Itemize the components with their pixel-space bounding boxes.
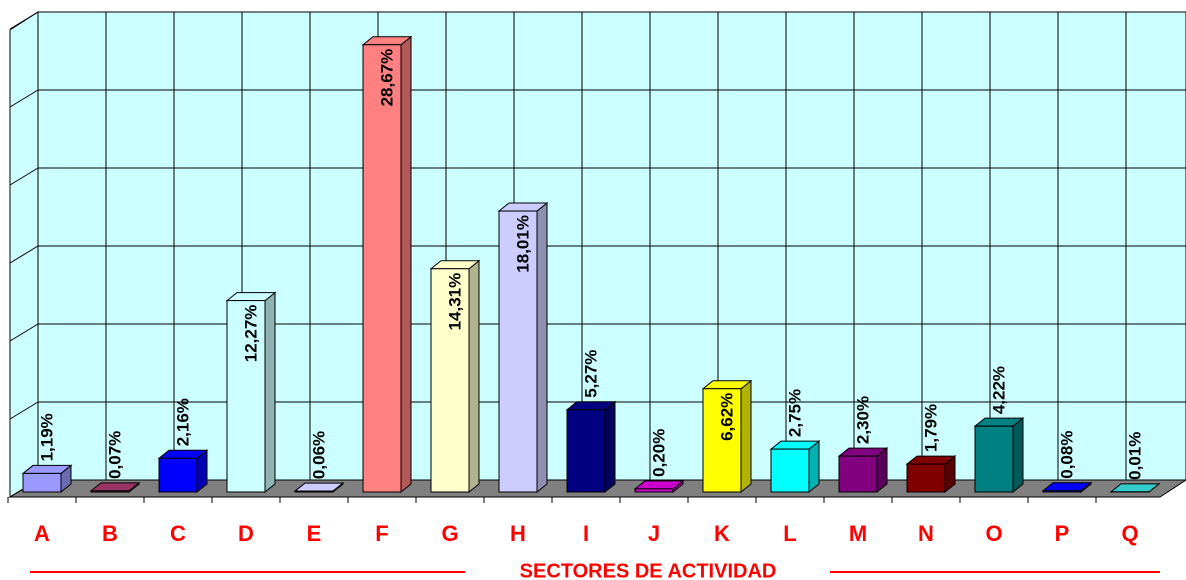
bar xyxy=(430,268,470,493)
data-label: 0,01% xyxy=(1125,432,1144,480)
bar xyxy=(906,463,946,493)
data-label: 18,01% xyxy=(513,215,532,273)
data-label: 28,67% xyxy=(377,49,396,107)
bar xyxy=(566,409,606,493)
bar xyxy=(226,300,266,493)
bar xyxy=(294,490,334,493)
bar-side xyxy=(604,400,616,494)
data-label: 5,27% xyxy=(581,350,600,398)
bar-side xyxy=(740,379,752,494)
x-tick-label: H xyxy=(510,521,526,546)
data-label: 0,20% xyxy=(649,429,668,477)
bar-side xyxy=(264,291,276,494)
x-tick-label: G xyxy=(441,521,458,546)
grid-line xyxy=(9,89,39,108)
data-label: 14,31% xyxy=(445,273,464,331)
bar xyxy=(362,44,402,493)
grid-line xyxy=(9,11,39,30)
x-tick-label: O xyxy=(985,521,1002,546)
bar-side xyxy=(536,202,548,494)
x-tick-label: A xyxy=(34,521,50,546)
x-tick-label: N xyxy=(918,521,934,546)
x-tick-label: B xyxy=(102,521,118,546)
grid-line xyxy=(9,245,39,264)
data-label: 0,07% xyxy=(105,431,124,479)
x-tick-label: K xyxy=(714,521,730,546)
bar-side xyxy=(808,440,820,494)
x-tick-label: M xyxy=(849,521,867,546)
data-label: 2,16% xyxy=(173,398,192,446)
bar-side xyxy=(400,35,412,494)
bar xyxy=(838,455,878,493)
bar-side xyxy=(468,259,480,494)
data-label: 2,30% xyxy=(853,396,872,444)
bar xyxy=(770,448,810,493)
grid-line xyxy=(9,401,39,420)
x-tick-label: Q xyxy=(1121,521,1138,546)
data-label: 2,75% xyxy=(785,389,804,437)
x-tick-label: L xyxy=(783,521,796,546)
x-tick-label: J xyxy=(648,521,660,546)
bar xyxy=(1042,490,1082,493)
bar xyxy=(634,488,674,493)
data-label: 1,79% xyxy=(921,404,940,452)
x-tick-label: F xyxy=(375,521,388,546)
data-label: 4,22% xyxy=(989,366,1008,414)
data-label: 6,62% xyxy=(717,393,736,441)
bar xyxy=(90,490,130,493)
data-label: 0,06% xyxy=(309,431,328,479)
bar xyxy=(22,472,62,493)
x-tick-label: I xyxy=(583,521,589,546)
x-tick-label: P xyxy=(1055,521,1070,546)
bar-side xyxy=(1012,417,1024,494)
data-label: 12,27% xyxy=(241,305,260,363)
grid-line xyxy=(9,323,39,342)
x-tick-label: D xyxy=(238,521,254,546)
x-tick-label: C xyxy=(170,521,186,546)
data-label: 1,19% xyxy=(37,413,56,461)
x-tick-label: E xyxy=(307,521,322,546)
bar xyxy=(498,210,538,493)
x-axis-title: SECTORES DE ACTIVIDAD xyxy=(520,560,777,580)
bars: 1,19% A 0,07% B 2,16% C 12,27% D 0,06% E 28,67% F 14… xyxy=(7,35,1161,546)
grid-line xyxy=(9,167,39,186)
bar xyxy=(702,388,742,493)
bar xyxy=(158,457,198,493)
data-label: 0,08% xyxy=(1057,431,1076,479)
bar xyxy=(974,425,1014,493)
